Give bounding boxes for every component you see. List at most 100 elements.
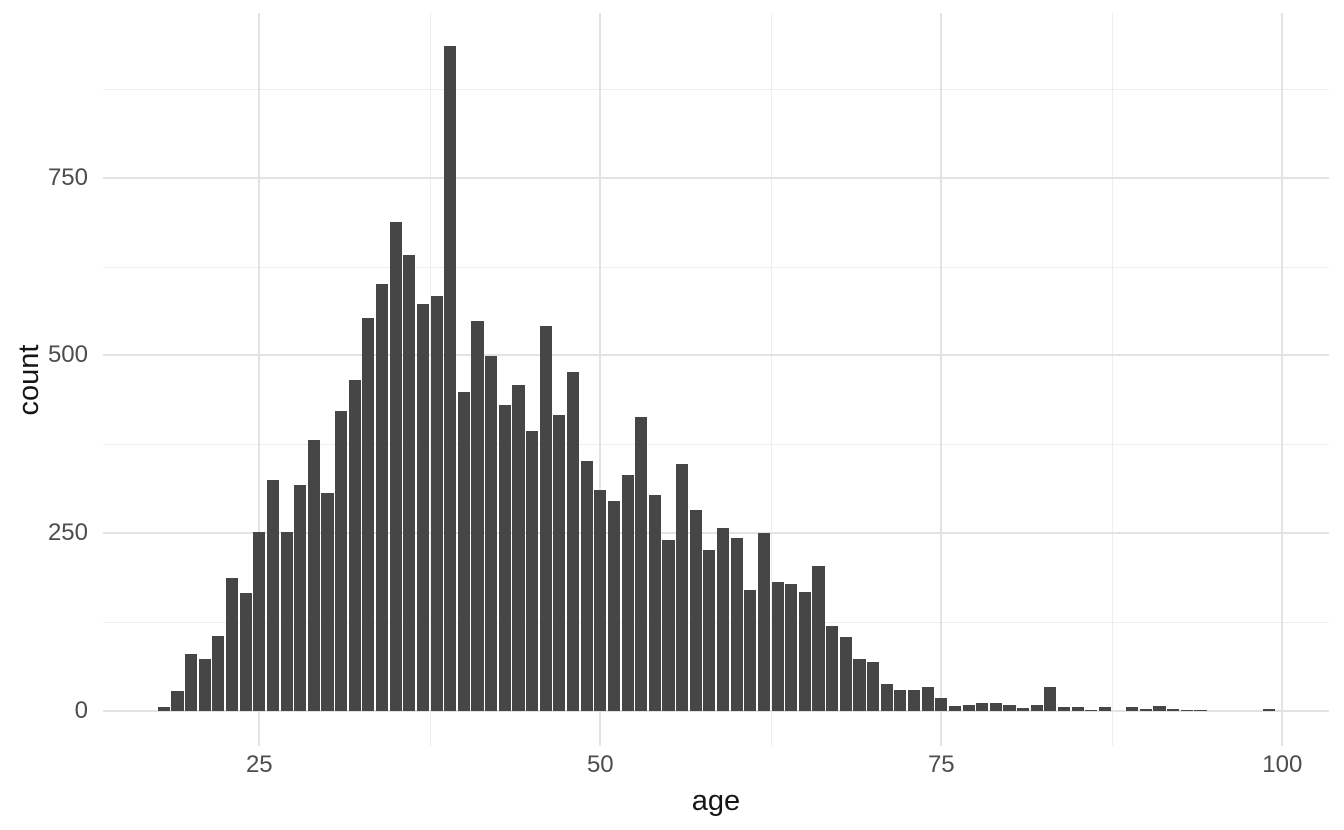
histogram-bar <box>853 659 866 711</box>
histogram-bar <box>839 637 852 711</box>
histogram-bar <box>1085 709 1098 711</box>
histogram-bar <box>294 484 307 711</box>
histogram-bar <box>348 380 361 711</box>
histogram-bar <box>280 531 293 711</box>
histogram-bar <box>907 689 921 711</box>
histogram-bar <box>171 691 184 711</box>
x-tick-label: 25 <box>245 751 273 778</box>
histogram-bar <box>1153 706 1166 711</box>
histogram-bar <box>1126 706 1139 711</box>
histogram-bar <box>498 404 511 711</box>
x-minor-gridline <box>429 13 431 746</box>
histogram-bar <box>689 509 702 711</box>
histogram-bar <box>798 592 811 711</box>
histogram-bar <box>662 540 675 711</box>
histogram-bar <box>867 661 880 711</box>
histogram-bar <box>989 703 1002 711</box>
histogram-bar <box>1098 706 1112 711</box>
y-major-gridline <box>103 176 1329 179</box>
histogram-bar <box>512 384 525 711</box>
y-axis-title: count <box>13 344 45 416</box>
histogram-bar <box>335 410 348 711</box>
histogram-bar <box>921 686 934 711</box>
histogram-bar <box>1003 705 1016 711</box>
x-major-gridline <box>599 13 602 746</box>
x-minor-gridline <box>770 13 772 746</box>
histogram-bar <box>566 371 580 711</box>
histogram-bar <box>594 489 607 711</box>
histogram-bar <box>376 284 389 711</box>
histogram-bar <box>444 46 457 711</box>
histogram-bar <box>880 684 893 711</box>
x-tick-label: 75 <box>927 751 955 778</box>
histogram-bar <box>580 461 593 711</box>
histogram-bar <box>389 222 402 711</box>
histogram-bar <box>471 321 484 711</box>
histogram-bar <box>321 492 334 711</box>
histogram-bar <box>757 532 771 711</box>
histogram-bar <box>239 592 252 711</box>
histogram-bar <box>1030 704 1043 711</box>
histogram-bar <box>785 583 798 711</box>
histogram-bar <box>730 538 743 711</box>
histogram-bar <box>1194 709 1207 711</box>
histogram-bar <box>185 654 198 711</box>
histogram-bar <box>648 494 661 711</box>
y-major-gridline <box>103 354 1329 357</box>
histogram-bar <box>307 440 320 711</box>
y-major-gridline <box>103 710 1329 712</box>
histogram-bar <box>1058 707 1071 711</box>
y-tick-label: 750 <box>47 163 88 191</box>
y-minor-gridline <box>103 622 1329 624</box>
histogram-bar <box>539 326 552 711</box>
histogram-bar <box>1071 707 1084 711</box>
histogram-bar <box>676 464 689 711</box>
x-tick-label: 50 <box>586 751 614 778</box>
histogram-bar <box>717 528 730 711</box>
histogram-bar <box>157 707 170 711</box>
histogram-bar <box>1167 708 1180 711</box>
x-major-gridline <box>1281 13 1284 746</box>
y-tick-label: 0 <box>74 697 88 724</box>
x-major-gridline <box>258 13 261 746</box>
y-major-gridline <box>103 532 1329 535</box>
histogram-bar <box>935 697 948 711</box>
histogram-bar <box>416 304 430 711</box>
histogram-bar <box>744 590 757 711</box>
histogram-bar <box>457 392 470 711</box>
x-tick-label: 100 <box>1262 751 1303 778</box>
y-tick-label: 250 <box>47 519 88 547</box>
histogram-bar <box>607 500 620 711</box>
y-minor-gridline <box>103 88 1329 90</box>
histogram-bar <box>253 531 266 711</box>
histogram-bar <box>526 430 539 711</box>
histogram-bar <box>948 706 961 711</box>
x-minor-gridline <box>1111 13 1113 746</box>
histogram-bar <box>362 318 375 711</box>
y-tick-label: 500 <box>47 341 88 369</box>
y-minor-gridline <box>103 266 1329 268</box>
histogram-bar <box>1262 708 1275 711</box>
histogram-bar <box>635 416 648 711</box>
histogram-bar <box>826 625 839 711</box>
histogram-bar <box>198 659 211 711</box>
x-major-gridline <box>940 13 943 746</box>
histogram-bar <box>225 578 239 711</box>
histogram-bar <box>894 690 907 711</box>
histogram-bar <box>962 705 975 711</box>
histogram-bar <box>485 356 498 711</box>
histogram-bar <box>1180 709 1193 711</box>
histogram-bar <box>1017 708 1030 711</box>
histogram-bar <box>212 636 225 711</box>
y-minor-gridline <box>103 444 1329 446</box>
histogram-bar <box>812 565 825 711</box>
histogram-bar <box>266 479 279 711</box>
histogram-bar <box>771 581 784 711</box>
x-axis-title: age <box>691 785 741 817</box>
histogram-bar <box>553 415 566 711</box>
histogram-bar <box>976 702 989 711</box>
histogram-bar <box>1139 708 1152 711</box>
histogram-bar <box>703 550 716 711</box>
histogram-bar <box>430 295 443 711</box>
